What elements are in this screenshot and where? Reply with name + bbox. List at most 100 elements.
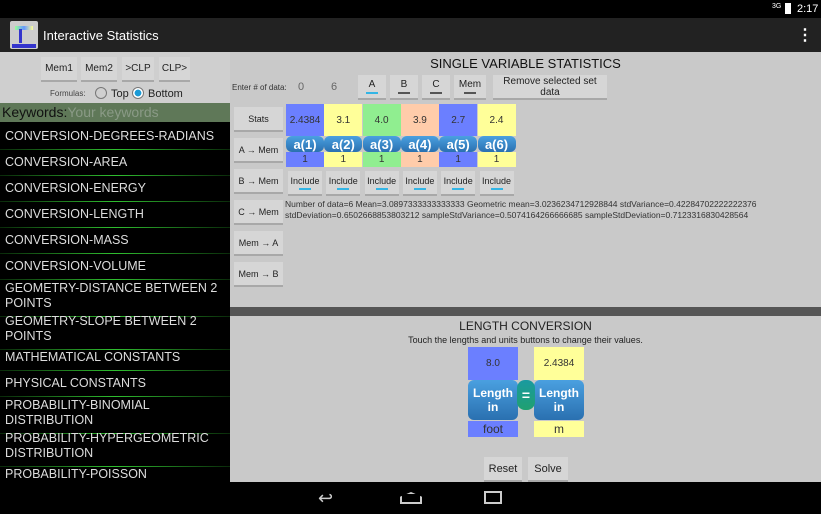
conversion-title: LENGTH CONVERSION [459, 319, 592, 333]
weight-cell[interactable]: 1 [477, 152, 516, 167]
panel-divider[interactable] [230, 307, 821, 316]
set-mem-button[interactable]: Mem [454, 75, 486, 100]
set-a-button[interactable]: A [358, 75, 386, 100]
weight-cell[interactable]: 1 [362, 152, 401, 167]
data-label-button[interactable]: a(4) [400, 136, 439, 152]
paste-to-clipboard-button[interactable]: >CLP [122, 57, 154, 82]
weight-cell[interactable]: 1 [324, 152, 363, 167]
list-item[interactable]: CONVERSION-ENERGY [5, 181, 146, 195]
right-unit-type-button[interactable]: Length in [534, 380, 584, 420]
include-toggle[interactable]: Include [479, 171, 514, 196]
data-value-cell[interactable]: 3.9 [400, 104, 439, 136]
radio-top[interactable] [95, 87, 107, 99]
keywords-input[interactable]: Your keywords [67, 104, 159, 120]
right-unit[interactable]: m [534, 421, 584, 437]
overflow-menu-icon[interactable]: ⋮ [797, 27, 813, 44]
weight-cell[interactable]: 1 [400, 152, 439, 167]
list-item[interactable]: MATHEMATICAL CONSTANTS [5, 350, 181, 364]
right-value[interactable]: 2.4384 [534, 347, 584, 380]
include-label: Include [328, 175, 358, 186]
formulas-label: Formulas: [50, 89, 86, 98]
list-item[interactable]: CONVERSION-MASS [5, 233, 129, 247]
include-label: Include [405, 175, 435, 186]
data-label-button[interactable]: a(6) [477, 136, 516, 152]
include-indicator [299, 187, 311, 190]
list-divider [0, 316, 230, 317]
back-icon[interactable]: ↩ [318, 488, 334, 508]
home-icon[interactable] [400, 492, 422, 504]
list-divider [0, 349, 230, 350]
left-value[interactable]: 8.0 [468, 347, 518, 380]
mem-to-a-button[interactable]: Mem → A [234, 231, 283, 256]
include-toggle[interactable]: Include [364, 171, 399, 196]
mem-to-b-button[interactable]: Mem → B [234, 262, 283, 287]
weight-cell[interactable]: 1 [286, 152, 324, 167]
c-to-mem-button[interactable]: C → Mem [234, 200, 283, 225]
data-value-cell[interactable]: 3.1 [324, 104, 363, 136]
mem1-button[interactable]: Mem1 [41, 57, 77, 82]
include-toggle[interactable]: Include [288, 171, 322, 196]
include-toggle[interactable]: Include [326, 171, 361, 196]
set-b-button[interactable]: B [390, 75, 418, 100]
app-logo-icon[interactable] [10, 21, 38, 49]
copy-from-clipboard-button[interactable]: CLP> [159, 57, 190, 82]
list-divider [0, 227, 230, 228]
include-indicator [452, 187, 465, 190]
data-value-cell[interactable]: 2.4384 [286, 104, 324, 136]
list-item[interactable]: PHYSICAL CONSTANTS [5, 376, 146, 390]
reset-button[interactable]: Reset [484, 457, 522, 482]
data-label-button[interactable]: a(1) [286, 136, 324, 152]
list-divider [0, 370, 230, 371]
results-line-1: Number of data=6 Mean=3.0897333333333333… [285, 199, 757, 209]
list-item[interactable]: GEOMETRY-DISTANCE BETWEEN 2 POINTS [5, 281, 218, 310]
set-c-button[interactable]: C [422, 75, 450, 100]
data-label-button[interactable]: a(3) [362, 136, 401, 152]
stats-button[interactable]: Stats [234, 107, 283, 132]
data-start-field[interactable]: 0 [298, 81, 305, 93]
include-indicator [337, 187, 350, 190]
list-item[interactable]: GEOMETRY-SLOPE BETWEEN 2 POINTS [5, 314, 197, 343]
b-to-mem-button[interactable]: B → Mem [234, 169, 283, 194]
data-value-cell[interactable]: 2.4 [477, 104, 516, 136]
include-toggle[interactable]: Include [402, 171, 437, 196]
solve-button[interactable]: Solve [528, 457, 568, 482]
list-item[interactable]: PROBABILITY-HYPERGEOMETRIC DISTRIBUTION [5, 431, 209, 460]
conversion-subtitle: Touch the lengths and units buttons to c… [408, 335, 643, 345]
a-to-mem-button[interactable]: A → Mem [234, 138, 283, 163]
include-indicator [490, 187, 503, 190]
list-item[interactable]: PROBABILITY-BINOMIAL DISTRIBUTION [5, 398, 150, 427]
data-label-button[interactable]: a(2) [324, 136, 363, 152]
list-divider [0, 175, 230, 176]
stats-title: SINGLE VARIABLE STATISTICS [430, 56, 621, 71]
data-label-button[interactable]: a(5) [439, 136, 478, 152]
list-divider [0, 253, 230, 254]
include-label: Include [290, 175, 320, 186]
list-item[interactable]: CONVERSION-LENGTH [5, 207, 144, 221]
nav-bar: ↩ [0, 482, 821, 514]
list-divider [0, 149, 230, 150]
radio-top-label: Top [111, 88, 129, 100]
list-item[interactable]: CONVERSION-AREA [5, 155, 128, 169]
clock: 2:17 [797, 3, 819, 15]
keywords-search[interactable]: Keywords:Your keywords [0, 103, 230, 122]
data-value-cell[interactable]: 2.7 [439, 104, 478, 136]
action-bar: Interactive Statistics ⋮ [0, 18, 821, 52]
enter-data-label: Enter # of data: [232, 83, 287, 92]
include-label: Include [367, 175, 397, 186]
equals-button[interactable]: = [517, 380, 535, 410]
list-divider [0, 396, 230, 397]
left-unit-type-button[interactable]: Length in [468, 380, 518, 420]
list-item[interactable]: CONVERSION-VOLUME [5, 259, 146, 273]
results-line-2: stdDeviation=0.6502668853803212 sampleSt… [285, 210, 749, 220]
remove-set-data-button[interactable]: Remove selected set data [493, 75, 607, 100]
left-unit[interactable]: foot [468, 421, 518, 437]
include-toggle[interactable]: Include [441, 171, 476, 196]
list-item[interactable]: CONVERSION-DEGREES-RADIANS [5, 129, 215, 143]
weight-cell[interactable]: 1 [439, 152, 478, 167]
mem2-button[interactable]: Mem2 [81, 57, 117, 82]
data-value-cell[interactable]: 4.0 [362, 104, 401, 136]
radio-bottom[interactable] [132, 87, 144, 99]
data-count-field[interactable]: 6 [331, 81, 338, 93]
recent-apps-icon[interactable] [484, 491, 502, 504]
battery-icon [785, 3, 791, 14]
